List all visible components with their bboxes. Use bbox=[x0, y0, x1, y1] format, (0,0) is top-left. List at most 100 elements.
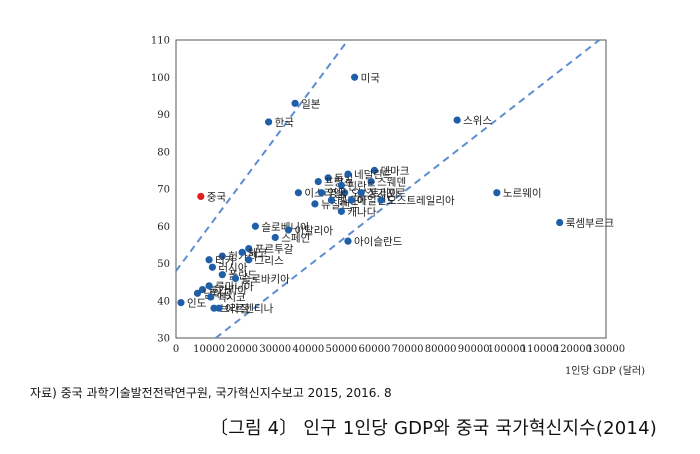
x-tick-label: 80000 bbox=[425, 344, 457, 355]
x-tick-label: 0 bbox=[173, 344, 179, 355]
data-point: 중국 bbox=[197, 191, 226, 203]
point-label: 스페인 bbox=[281, 232, 310, 244]
point-marker bbox=[344, 170, 352, 178]
point-marker bbox=[357, 189, 365, 197]
data-point: 스페인 bbox=[271, 232, 310, 244]
point-marker bbox=[207, 293, 215, 301]
point-marker bbox=[341, 189, 349, 197]
point-label: 루마니아 bbox=[215, 281, 254, 293]
trend-lines bbox=[176, 40, 600, 338]
point-label: 캐나다 bbox=[347, 206, 376, 218]
data-point: 브라질 bbox=[210, 303, 249, 315]
point-label: 슬로바키아 bbox=[242, 273, 291, 285]
plot-frame bbox=[175, 39, 607, 339]
data-point: 싱가포르 bbox=[357, 188, 406, 200]
point-marker bbox=[245, 245, 253, 253]
point-label: 프랑스 bbox=[324, 177, 353, 189]
point-label: 멕시코 bbox=[217, 292, 246, 304]
data-point: 네덜란드 bbox=[344, 169, 393, 181]
point-marker bbox=[193, 289, 202, 297]
point-marker bbox=[377, 196, 385, 204]
point-label: 중국 bbox=[207, 191, 227, 203]
point-label: 싱가포르 bbox=[367, 188, 406, 200]
x-tick-label: 30000 bbox=[259, 344, 291, 355]
point-marker bbox=[271, 233, 279, 242]
point-marker bbox=[284, 226, 293, 234]
point-marker bbox=[205, 256, 213, 264]
point-marker bbox=[291, 99, 299, 107]
point-label: 이탈리아 bbox=[294, 224, 333, 237]
point-label: 인도 bbox=[187, 298, 207, 310]
data-point: 루마니아 bbox=[205, 281, 254, 293]
data-point: 불가리아 bbox=[198, 285, 247, 297]
data-point: 러시아 bbox=[208, 262, 248, 274]
x-tick-label: 20000 bbox=[226, 344, 258, 355]
point-marker bbox=[367, 177, 375, 186]
point-label: 불가리아 bbox=[208, 285, 247, 297]
point-label: 슬로베니아 bbox=[261, 221, 310, 233]
point-label: 스웨덴 bbox=[377, 177, 406, 189]
point-label: 그리스 bbox=[255, 255, 284, 267]
data-point: 그리스 bbox=[245, 255, 284, 267]
scatter-chart: 30 40 50 60 70 80 90 100 110 0 10000 20000 30000 400… bbox=[151, 36, 645, 378]
point-label: 아르헨티나 bbox=[225, 303, 274, 315]
point-marker bbox=[210, 304, 218, 312]
point-marker bbox=[205, 282, 213, 290]
point-marker bbox=[265, 118, 273, 126]
point-label: 오스트레일리아 bbox=[387, 194, 455, 207]
point-label: 핀란드 bbox=[347, 180, 376, 192]
data-point: 핀란드 bbox=[337, 180, 377, 192]
point-marker bbox=[245, 256, 253, 264]
data-point: 아이슬란드 bbox=[344, 236, 403, 248]
point-marker bbox=[337, 181, 345, 189]
point-marker bbox=[324, 174, 332, 182]
x-tick-label: 50000 bbox=[325, 344, 357, 355]
data-point: 노르웨이 bbox=[493, 188, 541, 200]
x-tick-label: 100000 bbox=[488, 344, 526, 355]
data-point: 체코 bbox=[238, 247, 268, 259]
point-marker bbox=[198, 285, 207, 294]
x-tick-label: 110000 bbox=[521, 344, 559, 355]
point-label: 일본 bbox=[301, 97, 321, 110]
data-point: 오스트레일리아 bbox=[377, 194, 455, 207]
trend-line-2 bbox=[215, 40, 600, 338]
data-point: 이탈리아 bbox=[284, 224, 333, 237]
y-tick-label: 80 bbox=[157, 147, 170, 158]
point-label: 스위스 bbox=[463, 114, 492, 127]
point-label: 덴마크 bbox=[380, 165, 409, 177]
data-point: 터키 bbox=[205, 255, 234, 267]
x-tick-label: 120000 bbox=[554, 344, 592, 355]
data-point: 포르투갈 bbox=[245, 243, 294, 256]
point-marker bbox=[251, 222, 259, 230]
point-marker bbox=[317, 189, 326, 197]
point-label: 룩셈부르크 bbox=[566, 218, 615, 230]
point-marker bbox=[337, 207, 345, 215]
point-marker bbox=[215, 304, 223, 312]
y-axis-ticks: 30 40 50 60 70 80 90 100 110 bbox=[151, 36, 170, 345]
data-point: 인도 bbox=[177, 298, 207, 310]
data-point: 아르헨티나 bbox=[215, 303, 274, 315]
point-marker bbox=[208, 263, 216, 271]
x-axis-ticks: 0 10000 20000 30000 40000 50000 60000 70000 8000… bbox=[173, 344, 625, 355]
x-tick-label: 70000 bbox=[392, 344, 424, 355]
data-point: 룩셈부르크 bbox=[556, 218, 614, 230]
y-tick-label: 60 bbox=[157, 222, 170, 233]
data-point: 일본 bbox=[291, 97, 321, 110]
plot-area bbox=[175, 39, 607, 339]
point-marker bbox=[197, 192, 205, 201]
point-marker bbox=[218, 271, 226, 279]
y-tick-label: 90 bbox=[157, 110, 170, 121]
point-marker bbox=[556, 218, 564, 227]
y-tick-label: 50 bbox=[157, 259, 170, 270]
y-tick-label: 30 bbox=[157, 334, 170, 345]
point-marker bbox=[344, 237, 352, 245]
data-point: 캐나다 bbox=[337, 206, 377, 218]
source-note: 자료) 중국 과학기술발전전략연구원, 국가혁신지수보고 2015, 2016.… bbox=[30, 386, 392, 400]
data-point: 스웨덴 bbox=[367, 177, 406, 189]
data-point: 스위스 bbox=[453, 114, 492, 127]
data-point: 아일랜드 bbox=[347, 194, 396, 207]
point-label: 미국 bbox=[361, 72, 381, 84]
data-point: 프랑스 bbox=[314, 177, 354, 189]
point-label: 아일랜드 bbox=[357, 194, 396, 207]
